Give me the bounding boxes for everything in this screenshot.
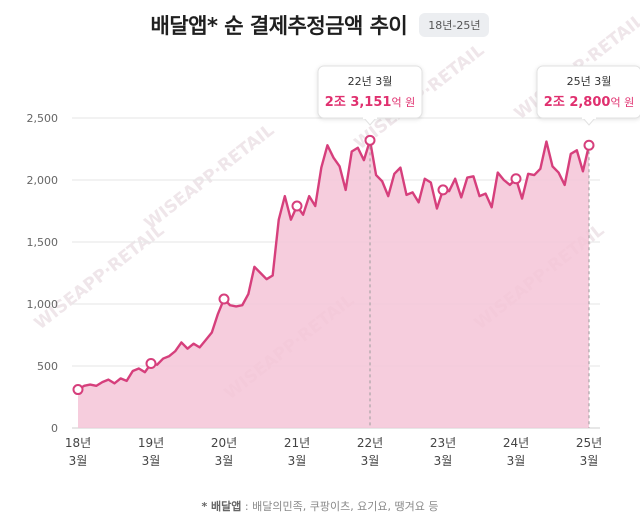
y-tick-label: 2,000 — [27, 174, 59, 187]
x-tick-label-year: 24년 — [503, 436, 529, 450]
callout-amount: 2조 3,151억 원 — [325, 95, 415, 110]
x-tick-label-year: 25년 — [576, 436, 602, 450]
data-point-marker — [437, 184, 449, 196]
callout-date: 22년 3월 — [348, 75, 393, 88]
data-point-marker — [218, 293, 230, 305]
y-tick-label: 1,500 — [27, 236, 59, 249]
data-point-marker — [291, 200, 303, 212]
x-tick-label-month: 3월 — [507, 454, 526, 468]
chart-title: 배달앱* 순 결제추정금액 추이 — [150, 14, 408, 38]
data-point-marker — [583, 139, 595, 151]
callout-box: 25년 3월 2조 2,800억 원 — [536, 65, 640, 126]
data-point-marker — [364, 134, 376, 146]
x-tick-label-year: 20년 — [211, 436, 237, 450]
footnote: * 배달앱 : 배달의민족, 쿠팡이츠, 요기요, 땡겨요 등 — [0, 498, 640, 514]
y-tick-label: 0 — [51, 422, 58, 435]
callout-date: 25년 3월 — [567, 75, 612, 88]
callout-box: 22년 3월 2조 3,151억 원 — [317, 65, 423, 126]
series-line — [77, 139, 591, 391]
callout-bg — [317, 65, 423, 119]
x-tick-label-year: 21년 — [284, 436, 310, 450]
callout-pointer-mask — [582, 116, 596, 119]
x-tick-label-month: 3월 — [69, 454, 88, 468]
title-row: 배달앱* 순 결제추정금액 추이 18년-25년 — [0, 8, 640, 42]
x-tick-label-year: 18년 — [65, 436, 91, 450]
x-tick-label-month: 3월 — [434, 454, 453, 468]
callout-amount: 2조 2,800억 원 — [544, 95, 634, 110]
x-tick-label-month: 3월 — [288, 454, 307, 468]
y-tick-label: 500 — [37, 360, 58, 373]
data-point-marker — [510, 173, 522, 185]
callout-pointer-mask — [363, 116, 377, 119]
callout-pointer — [581, 117, 597, 126]
callout-amount-value: 2조 3,151 — [325, 95, 392, 110]
callout-bg — [536, 65, 640, 119]
x-tick-label-month: 3월 — [142, 454, 161, 468]
x-tick-label-year: 22년 — [357, 436, 383, 450]
callout-amount-value: 2조 2,800 — [544, 95, 611, 110]
x-tick-label-year: 23년 — [430, 436, 456, 450]
watermark-text: WISEAPP·RETAIL — [141, 120, 279, 234]
y-tick-label: 2,500 — [27, 112, 59, 125]
callout-amount-unit: 억 원 — [610, 96, 634, 109]
data-point-marker — [145, 358, 157, 370]
footnote-label: * 배달앱 — [201, 500, 242, 513]
x-tick-label-month: 3월 — [580, 454, 599, 468]
x-tick-label-month: 3월 — [215, 454, 234, 468]
x-tick-label-month: 3월 — [361, 454, 380, 468]
x-tick-label-year: 19년 — [138, 436, 164, 450]
area-fill — [78, 140, 589, 428]
period-badge: 18년-25년 — [419, 13, 490, 37]
data-point-marker — [72, 384, 84, 396]
footnote-text: : 배달의민족, 쿠팡이츠, 요기요, 땡겨요 등 — [241, 500, 439, 513]
y-tick-label: 1,000 — [27, 298, 59, 311]
callout-amount-unit: 억 원 — [391, 96, 415, 109]
